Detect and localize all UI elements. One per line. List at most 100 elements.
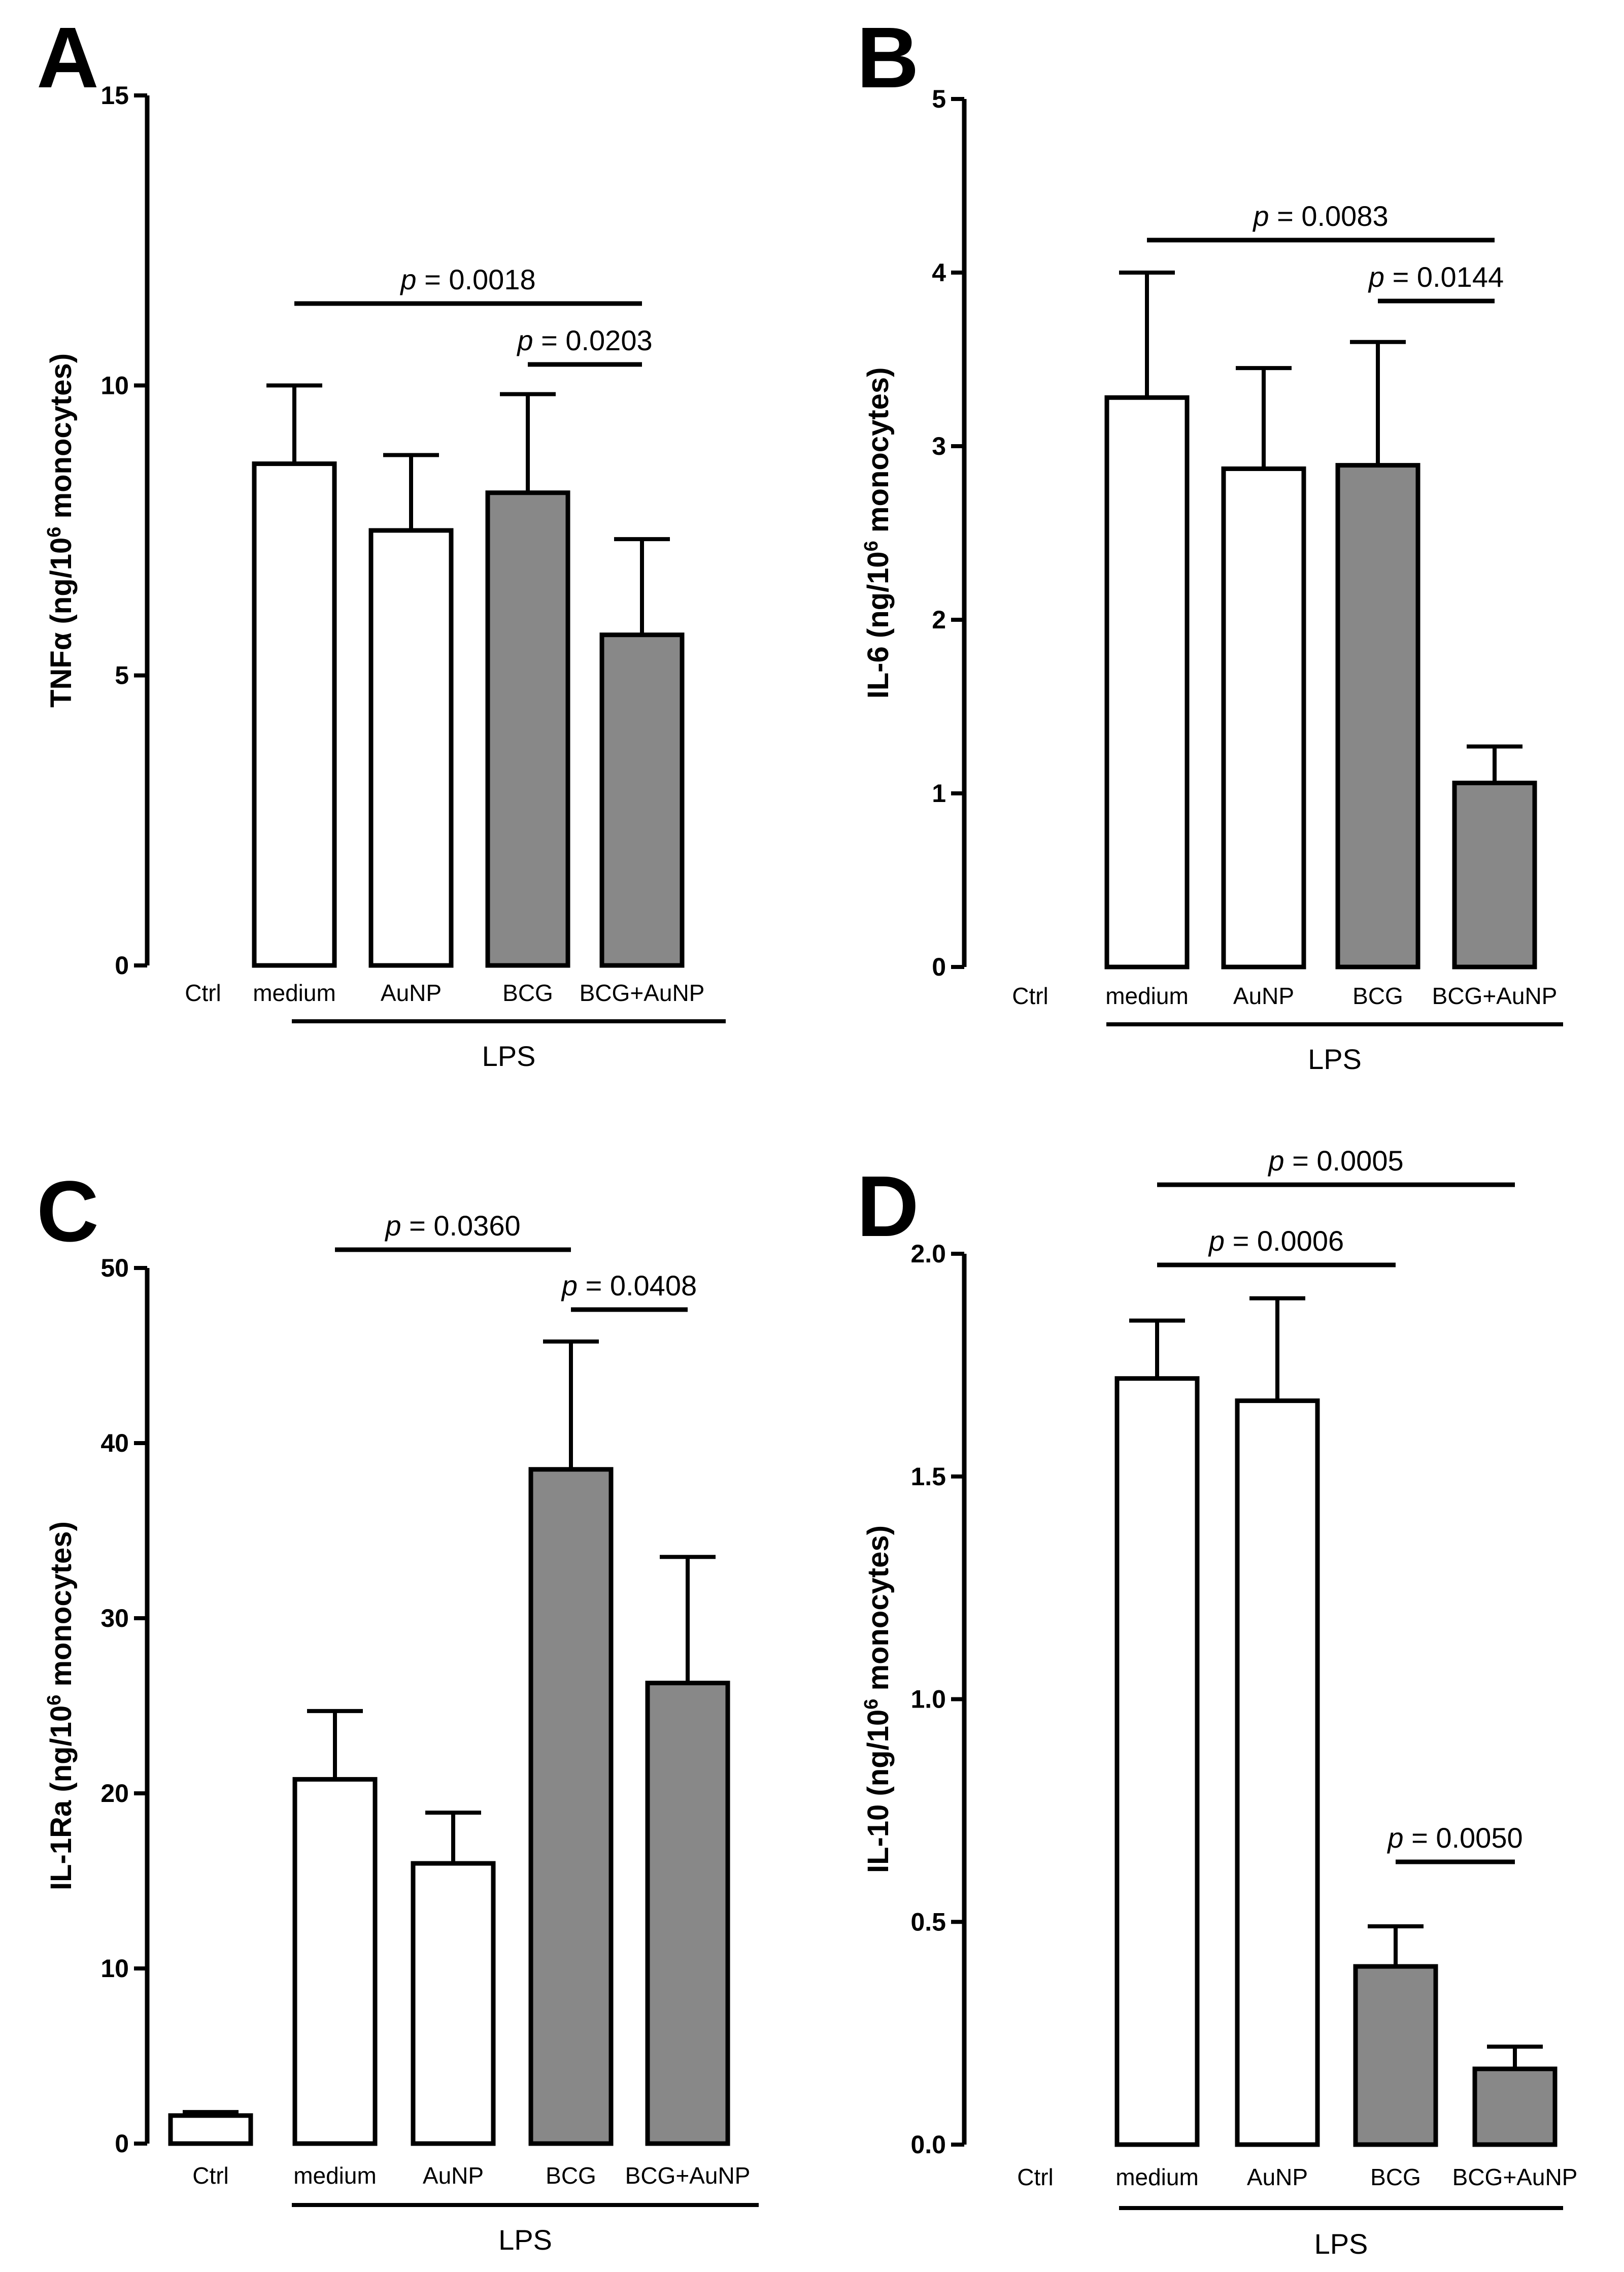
y-tick-label: 5 [932, 85, 946, 113]
category-label: medium [1105, 983, 1189, 1009]
category-label: AuNP [1247, 2164, 1308, 2190]
category-label: BCG+AuNP [580, 980, 705, 1006]
ylabel-unit-tail: monocytes) [45, 353, 78, 527]
category-label: Ctrl [192, 2162, 229, 2189]
ylabel-name: IL-6 [862, 646, 895, 698]
category-label: BCG+AuNP [1452, 2164, 1578, 2190]
p-value-label: p = 0.0144 [1368, 261, 1504, 293]
category-label: medium [253, 980, 336, 1006]
y-tick-label: 3 [932, 432, 946, 460]
ylabel-exponent: 6 [861, 1699, 882, 1710]
p-value: = 0.0006 [1225, 1225, 1344, 1257]
p-value-label: p = 0.0018 [399, 263, 535, 295]
panel-d: D 0.0 0.5 1.0 1.5 2.0 IL-10 (ng/106 monocytes)… [857, 1145, 1577, 2260]
p-value: = 0.0144 [1384, 261, 1504, 293]
ylabel-unit-tail: monocytes) [862, 1525, 895, 1699]
p-symbol: p [1208, 1225, 1225, 1257]
bar [252, 461, 337, 968]
p-value-label: p = 0.0005 [1267, 1145, 1403, 1177]
bar [1114, 1376, 1200, 2147]
p-value: = 0.0203 [533, 324, 653, 356]
y-axis-label: TNFα (ng/106 monocytes) [44, 353, 78, 708]
y-tick-label: 1 [932, 779, 946, 808]
ylabel-unit-tail: monocytes) [45, 1521, 78, 1695]
panel-letter: D [857, 1158, 919, 1255]
y-tick-label: 0.0 [910, 2130, 946, 2159]
y-axis-label: IL-6 (ng/106 monocytes) [861, 367, 895, 699]
bar [485, 490, 570, 968]
category-label: BCG [1370, 2164, 1421, 2190]
ylabel-name: IL-10 [862, 1805, 895, 1873]
panel-a: A 0 5 10 15 TNFα (ng/106 monocytes) Ctrl medium… [37, 10, 726, 1072]
p-value: = 0.0360 [401, 1210, 521, 1242]
category-label: BCG [502, 980, 553, 1006]
y-tick-label: 5 [115, 661, 129, 690]
bar [368, 528, 454, 968]
p-value-label: p = 0.0408 [561, 1269, 697, 1301]
ylabel-unit: (ng/10 [862, 551, 895, 646]
y-tick-label: 0 [932, 953, 946, 981]
p-value: = 0.0408 [578, 1269, 697, 1301]
bar [645, 1681, 730, 2146]
y-tick-label: 10 [100, 1954, 129, 1983]
category-label: BCG+AuNP [1432, 983, 1558, 1009]
category-label: BCG+AuNP [625, 2162, 751, 2189]
y-axis-label: IL-1Ra (ng/106 monocytes) [44, 1521, 78, 1890]
y-tick-label: 2.0 [910, 1240, 946, 1268]
p-symbol: p [399, 263, 416, 295]
y-tick-label: 10 [100, 371, 129, 399]
y-tick-label: 0 [115, 951, 129, 980]
bar [599, 632, 685, 968]
p-symbol: p [1386, 1822, 1403, 1854]
p-symbol: p [561, 1269, 578, 1301]
y-tick-label: 1.5 [910, 1462, 946, 1491]
p-value: = 0.0083 [1269, 200, 1389, 232]
bar [1104, 395, 1190, 970]
ylabel-exponent: 6 [44, 527, 65, 538]
panel-c: C 0 10 20 30 40 50 IL-1Ra (ng/106 monocytes) Ctr… [37, 1163, 759, 2256]
category-label: medium [293, 2162, 377, 2189]
group-label: LPS [1308, 1043, 1362, 1075]
p-symbol: p [516, 324, 533, 356]
y-tick-label: 20 [100, 1779, 129, 1808]
p-value-label: p = 0.0203 [516, 324, 652, 356]
p-symbol: p [1368, 261, 1384, 293]
bar [528, 1467, 614, 2146]
category-label: AuNP [1233, 983, 1294, 1009]
y-tick-label: 30 [100, 1604, 129, 1632]
panel-letter: B [857, 10, 919, 106]
group-label: LPS [498, 2224, 552, 2256]
panel-letter: A [37, 10, 99, 106]
y-tick-label: 15 [100, 81, 129, 110]
bar [1472, 2066, 1558, 2147]
bar [1235, 1398, 1320, 2147]
bar [1353, 1964, 1438, 2147]
bar [1335, 463, 1420, 970]
y-tick-label: 2 [932, 606, 946, 634]
panel-b: B 0 1 2 3 4 5 IL-6 (ng/106 monocytes) Ctrl medium… [857, 10, 1563, 1075]
p-symbol: p [384, 1210, 401, 1242]
y-tick-label: 50 [100, 1254, 129, 1282]
ylabel-exponent: 6 [44, 1695, 65, 1706]
category-label: Ctrl [1017, 2164, 1054, 2190]
category-label: BCG [546, 2162, 596, 2189]
category-label: BCG [1352, 983, 1403, 1009]
bar [292, 1777, 378, 2146]
category-label: medium [1115, 2164, 1199, 2190]
p-value-label: p = 0.0006 [1208, 1225, 1344, 1257]
p-value-label: p = 0.0083 [1252, 200, 1388, 232]
p-value: = 0.0018 [417, 263, 536, 295]
ylabel-exponent: 6 [861, 541, 882, 551]
bar [168, 2113, 253, 2146]
y-tick-label: 1.0 [910, 1685, 946, 1714]
category-label: AuNP [423, 2162, 484, 2189]
p-value: = 0.0005 [1284, 1145, 1404, 1177]
ylabel-name: IL-1Ra [45, 1800, 78, 1890]
p-value-label: p = 0.0050 [1386, 1822, 1522, 1854]
ylabel-unit-tail: monocytes) [862, 367, 895, 541]
ylabel-unit: (ng/10 [45, 1706, 78, 1800]
category-label: Ctrl [1012, 983, 1048, 1009]
ylabel-unit: (ng/10 [45, 538, 78, 632]
ylabel-greek: α [45, 632, 78, 650]
